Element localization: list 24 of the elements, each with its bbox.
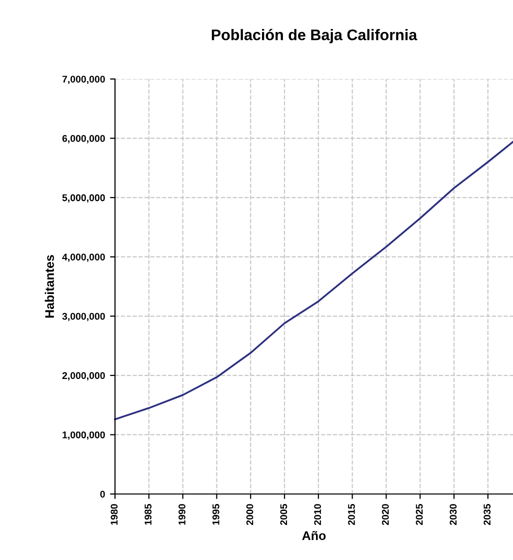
x-tick-label: 2025: [416, 504, 423, 526]
x-tick-label: 1995: [212, 504, 220, 525]
x-tick-label: 2020: [382, 504, 389, 526]
y-tick-label: 0: [100, 490, 105, 498]
y-tick-label: 5,000,000: [62, 194, 105, 203]
x-tick-label: 2015: [348, 504, 355, 526]
chart-title: Población de Baja California: [212, 28, 418, 44]
y-tick-label: 6,000,000: [62, 135, 105, 144]
y-tick-label: 2,000,000: [62, 372, 105, 380]
y-tick-label: 7,000,000: [62, 76, 105, 84]
x-tick-label: 1980: [110, 504, 118, 525]
x-tick-label: 2000: [246, 504, 254, 526]
x-tick-label: 2035: [484, 504, 491, 526]
x-tick-label: 1990: [178, 504, 186, 525]
x-tick-label: 1985: [144, 504, 152, 525]
x-tick-label: 2005: [280, 504, 288, 526]
x-tick-label: 2030: [450, 504, 457, 526]
y-axis-title: Habitantes: [44, 255, 54, 318]
x-tick-label: 2010: [314, 504, 322, 526]
line-series: [114, 140, 513, 420]
x-axis-title: Año: [302, 530, 326, 540]
y-tick-label: 3,000,000: [62, 312, 105, 322]
y-tick-label: 4,000,000: [62, 254, 105, 262]
y-tick-label: 1,000,000: [62, 431, 105, 440]
